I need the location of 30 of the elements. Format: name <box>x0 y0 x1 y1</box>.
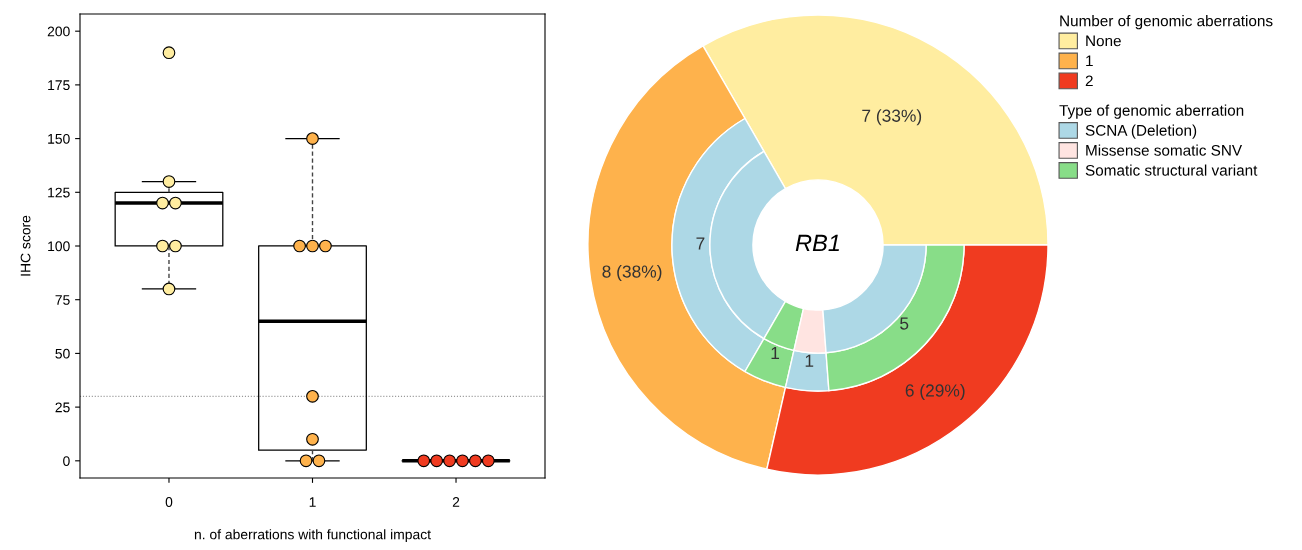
y-tick-label: 200 <box>47 26 70 37</box>
legend-label: 2 <box>1085 75 1093 87</box>
x-tick-label: 0 <box>165 497 173 507</box>
y-tick-label: 150 <box>48 133 70 144</box>
y-tick-label: 100 <box>48 241 70 252</box>
x-axis-title: n. of aberrations with functional impact <box>194 529 431 543</box>
data-label: 8 (38%) <box>602 264 662 282</box>
x-tick-label: 2 <box>452 497 460 507</box>
data-label: 7 (33%) <box>862 109 922 126</box>
legend-label: Missense somatic SNV <box>1086 144 1243 156</box>
data-label: 5 <box>900 317 909 330</box>
y-tick-label: 175 <box>48 80 70 91</box>
y-tick-label: 125 <box>48 187 70 198</box>
legend-label: None <box>1086 35 1121 47</box>
legend-label: 1 <box>1086 55 1093 67</box>
x-tick-label: 1 <box>309 497 316 507</box>
y-tick-label: 25 <box>55 402 70 413</box>
legend-title: Number of genomic aberrations <box>1060 15 1273 30</box>
y-tick-label: 0 <box>63 456 70 466</box>
data-label: 7 <box>696 237 705 250</box>
legend-label: SCNA (Deletion) <box>1085 124 1197 139</box>
text: Type of genomic aberration <box>1059 104 1244 119</box>
data-label: 1 <box>771 347 780 359</box>
data-label: 6 (29%) <box>905 383 965 401</box>
y-tick-label: 50 <box>55 348 70 359</box>
legend-label: Somatic structural variant <box>1085 164 1258 176</box>
data-label: 1 <box>805 354 814 367</box>
text: RB1 <box>795 234 839 252</box>
y-axis-title: IHC score <box>20 215 31 276</box>
y-tick-label: 75 <box>55 295 70 305</box>
